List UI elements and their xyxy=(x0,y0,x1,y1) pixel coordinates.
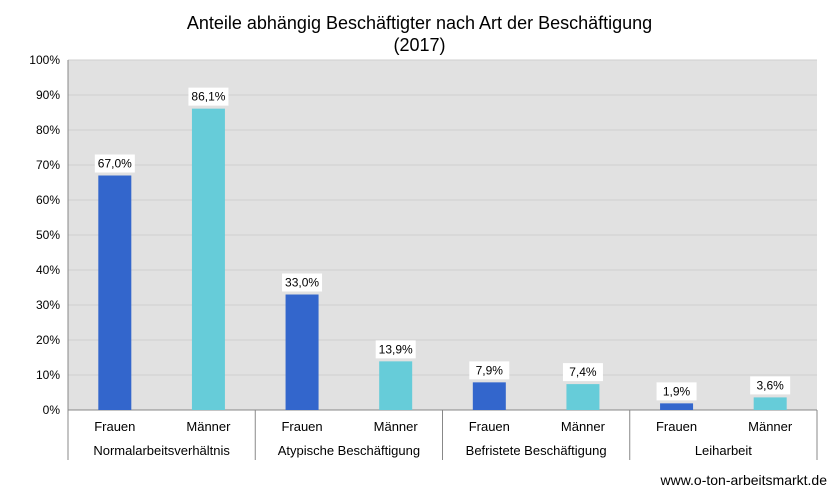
data-label-box xyxy=(375,340,416,359)
x-subcategory-label: Männer xyxy=(374,419,419,434)
x-subcategory-label: Frauen xyxy=(281,419,322,434)
x-group-label: Befristete Beschäftigung xyxy=(466,443,607,458)
y-tick-label: 50% xyxy=(36,228,60,242)
data-label: 1,9% xyxy=(663,384,691,398)
chart-title-line2: (2017) xyxy=(393,35,446,55)
data-label-box xyxy=(656,382,697,401)
data-label-box xyxy=(94,154,135,173)
data-label: 3,6% xyxy=(757,378,785,392)
y-tick-label: 20% xyxy=(36,333,60,347)
chart-title: Anteile abhängig Beschäftigter nach Art … xyxy=(0,12,839,56)
data-label-box xyxy=(188,87,229,106)
y-tick-label: 0% xyxy=(43,403,61,417)
data-label-box xyxy=(469,361,510,380)
data-label: 7,9% xyxy=(476,363,504,377)
x-subcategory-label: Frauen xyxy=(94,419,135,434)
x-subcategory-label: Frauen xyxy=(469,419,510,434)
bar-maenner xyxy=(191,108,225,411)
bar-frauen xyxy=(98,175,132,410)
data-label: 7,4% xyxy=(569,365,597,379)
y-tick-label: 60% xyxy=(36,193,60,207)
bar-frauen xyxy=(472,382,506,410)
bar-frauen xyxy=(660,403,694,410)
bar-frauen xyxy=(285,294,319,410)
data-label-box xyxy=(750,376,791,395)
x-group-label: Leiharbeit xyxy=(695,443,752,458)
y-tick-label: 30% xyxy=(36,298,60,312)
y-tick-label: 90% xyxy=(36,88,60,102)
data-label-box xyxy=(282,273,323,292)
data-label: 13,9% xyxy=(379,342,413,356)
data-label: 86,1% xyxy=(191,90,225,104)
y-tick-label: 10% xyxy=(36,368,60,382)
data-label-box xyxy=(562,363,603,382)
x-subcategory-label: Männer xyxy=(186,419,231,434)
y-tick-label: 40% xyxy=(36,263,60,277)
x-subcategory-label: Männer xyxy=(561,419,606,434)
data-label: 33,0% xyxy=(285,276,319,290)
x-group-label: Normalarbeitsverhältnis xyxy=(93,443,230,458)
x-group-label: Atypische Beschäftigung xyxy=(278,443,420,458)
x-subcategory-label: Frauen xyxy=(656,419,697,434)
data-label: 67,0% xyxy=(98,157,132,171)
bar-maenner xyxy=(753,397,787,410)
bar-maenner xyxy=(566,384,600,410)
y-tick-label: 70% xyxy=(36,158,60,172)
y-tick-label: 100% xyxy=(29,53,60,67)
chart-title-line1: Anteile abhängig Beschäftigter nach Art … xyxy=(186,13,653,33)
x-subcategory-label: Männer xyxy=(748,419,793,434)
y-tick-label: 80% xyxy=(36,123,60,137)
footer-url: www.o-ton-arbeitsmarkt.de xyxy=(660,472,827,488)
bar-maenner xyxy=(379,361,413,410)
